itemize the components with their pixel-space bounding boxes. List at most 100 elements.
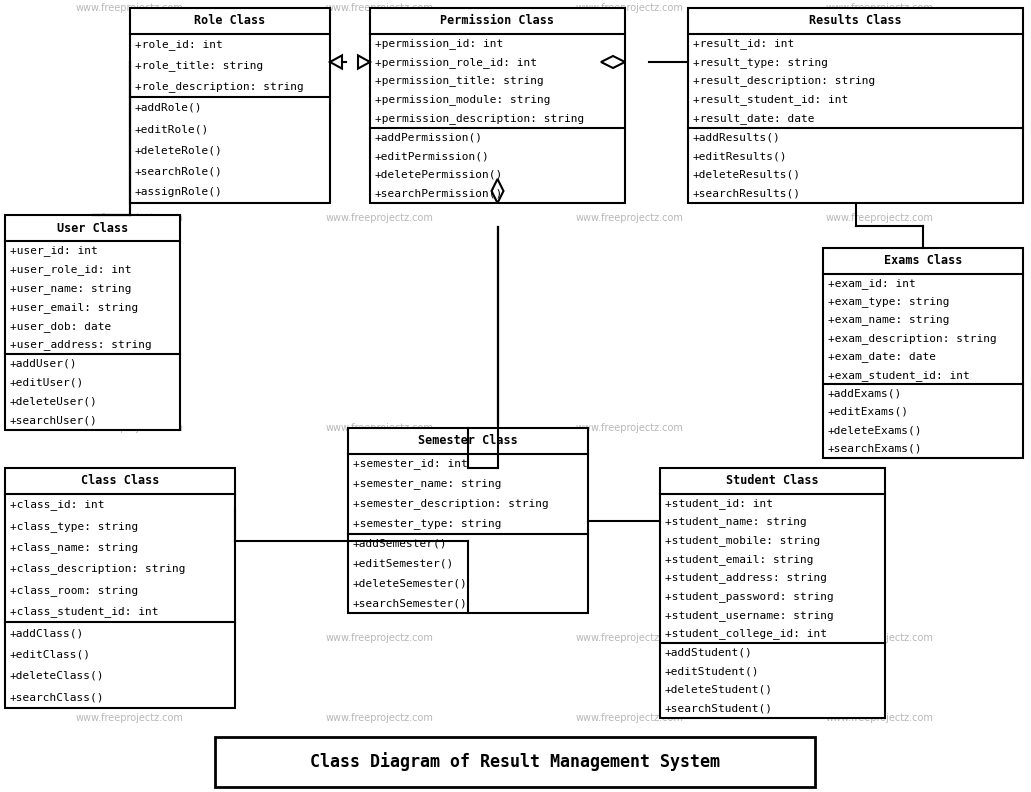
Text: +exam_id: int: +exam_id: int <box>828 278 916 288</box>
Text: +user_address: string: +user_address: string <box>10 340 152 350</box>
Text: Semester Class: Semester Class <box>419 435 518 447</box>
Text: +result_student_id: int: +result_student_id: int <box>693 94 849 105</box>
Text: +student_name: string: +student_name: string <box>665 516 806 527</box>
Text: www.freeprojectz.com: www.freeprojectz.com <box>326 213 434 223</box>
Text: +addResults(): +addResults() <box>693 132 780 143</box>
Text: www.freeprojectz.com: www.freeprojectz.com <box>76 713 184 723</box>
Text: www.freeprojectz.com: www.freeprojectz.com <box>576 633 684 643</box>
Text: +role_description: string: +role_description: string <box>135 82 304 92</box>
Text: www.freeprojectz.com: www.freeprojectz.com <box>326 633 434 643</box>
Text: +editExams(): +editExams() <box>828 407 909 417</box>
Text: +result_date: date: +result_date: date <box>693 113 814 124</box>
Text: www.freeprojectz.com: www.freeprojectz.com <box>826 213 934 223</box>
Text: +addStudent(): +addStudent() <box>665 648 753 657</box>
Text: +permission_module: string: +permission_module: string <box>375 94 551 105</box>
Text: +deleteUser(): +deleteUser() <box>10 397 98 406</box>
Text: +student_address: string: +student_address: string <box>665 573 827 584</box>
Text: +class_student_id: int: +class_student_id: int <box>10 606 159 617</box>
Text: +searchRole(): +searchRole() <box>135 166 223 177</box>
Text: +class_id: int: +class_id: int <box>10 499 104 510</box>
Text: +editResults(): +editResults() <box>693 151 788 161</box>
Text: +deleteExams(): +deleteExams() <box>828 425 923 436</box>
Text: www.freeprojectz.com: www.freeprojectz.com <box>76 213 184 223</box>
Text: +editUser(): +editUser() <box>10 378 85 388</box>
Text: Exams Class: Exams Class <box>884 254 962 268</box>
Text: +editClass(): +editClass() <box>10 649 91 660</box>
Text: +student_mobile: string: +student_mobile: string <box>665 535 821 546</box>
Text: +searchExams(): +searchExams() <box>828 444 923 454</box>
Text: +exam_student_id: int: +exam_student_id: int <box>828 370 970 381</box>
Text: +searchClass(): +searchClass() <box>10 692 104 703</box>
Text: +addClass(): +addClass() <box>10 628 85 638</box>
Text: +semester_name: string: +semester_name: string <box>353 478 501 489</box>
Text: www.freeprojectz.com: www.freeprojectz.com <box>576 423 684 433</box>
Text: +searchSemester(): +searchSemester() <box>353 598 468 608</box>
Bar <box>130 8 330 203</box>
Text: +student_password: string: +student_password: string <box>665 591 834 602</box>
Text: +class_type: string: +class_type: string <box>10 520 138 531</box>
Text: +deleteResults(): +deleteResults() <box>693 169 801 180</box>
Text: +addRole(): +addRole() <box>135 103 202 113</box>
Text: +user_name: string: +user_name: string <box>10 283 132 294</box>
Bar <box>370 8 625 203</box>
Text: +class_room: string: +class_room: string <box>10 584 138 596</box>
Bar <box>823 248 1023 458</box>
Text: +editRole(): +editRole() <box>135 124 209 134</box>
Text: Class Diagram of Result Management System: Class Diagram of Result Management Syste… <box>310 752 720 771</box>
Text: +deletePermission(): +deletePermission() <box>375 169 503 180</box>
Text: www.freeprojectz.com: www.freeprojectz.com <box>326 423 434 433</box>
Text: www.freeprojectz.com: www.freeprojectz.com <box>326 713 434 723</box>
Text: +result_description: string: +result_description: string <box>693 75 875 86</box>
Text: www.freeprojectz.com: www.freeprojectz.com <box>576 3 684 13</box>
Text: +student_username: string: +student_username: string <box>665 610 834 621</box>
Text: +addSemester(): +addSemester() <box>353 539 447 548</box>
Text: +result_id: int: +result_id: int <box>693 38 794 49</box>
Text: +permission_description: string: +permission_description: string <box>375 113 585 124</box>
Text: +searchPermission(): +searchPermission() <box>375 188 503 199</box>
Text: +student_id: int: +student_id: int <box>665 498 773 508</box>
Bar <box>348 428 588 613</box>
Text: www.freeprojectz.com: www.freeprojectz.com <box>76 633 184 643</box>
Text: User Class: User Class <box>57 222 128 234</box>
Bar <box>5 468 235 708</box>
Text: +semester_id: int: +semester_id: int <box>353 459 468 470</box>
Text: Results Class: Results Class <box>809 14 902 28</box>
Text: +class_description: string: +class_description: string <box>10 563 186 574</box>
Text: +semester_description: string: +semester_description: string <box>353 498 548 509</box>
Text: +permission_title: string: +permission_title: string <box>375 75 543 86</box>
Text: www.freeprojectz.com: www.freeprojectz.com <box>826 713 934 723</box>
Text: +editPermission(): +editPermission() <box>375 151 490 161</box>
Text: +exam_description: string: +exam_description: string <box>828 333 997 344</box>
Text: +user_id: int: +user_id: int <box>10 245 98 256</box>
Text: +addUser(): +addUser() <box>10 359 77 369</box>
Text: www.freeprojectz.com: www.freeprojectz.com <box>576 213 684 223</box>
Text: +role_id: int: +role_id: int <box>135 39 223 50</box>
Text: +user_role_id: int: +user_role_id: int <box>10 264 132 275</box>
Text: +student_college_id: int: +student_college_id: int <box>665 629 827 639</box>
Bar <box>5 215 180 430</box>
Text: +deleteRole(): +deleteRole() <box>135 145 223 155</box>
Text: Class Class: Class Class <box>80 474 159 488</box>
Text: +permission_role_id: int: +permission_role_id: int <box>375 57 537 67</box>
Bar <box>688 8 1023 203</box>
Text: +addPermission(): +addPermission() <box>375 132 483 143</box>
Text: Student Class: Student Class <box>726 474 819 488</box>
Text: www.freeprojectz.com: www.freeprojectz.com <box>76 423 184 433</box>
Text: +searchStudent(): +searchStudent() <box>665 703 773 714</box>
Text: +deleteClass(): +deleteClass() <box>10 671 104 681</box>
Text: +user_email: string: +user_email: string <box>10 302 138 313</box>
Text: +deleteSemester(): +deleteSemester() <box>353 578 468 588</box>
Text: +exam_name: string: +exam_name: string <box>828 314 950 326</box>
Text: +student_email: string: +student_email: string <box>665 554 813 565</box>
Text: www.freeprojectz.com: www.freeprojectz.com <box>826 3 934 13</box>
Text: www.freeprojectz.com: www.freeprojectz.com <box>576 713 684 723</box>
Text: +user_dob: date: +user_dob: date <box>10 321 111 332</box>
Text: +class_name: string: +class_name: string <box>10 542 138 553</box>
Text: www.freeprojectz.com: www.freeprojectz.com <box>826 423 934 433</box>
Bar <box>215 737 814 787</box>
Text: +addExams(): +addExams() <box>828 389 902 398</box>
Text: Role Class: Role Class <box>195 14 266 28</box>
Text: www.freeprojectz.com: www.freeprojectz.com <box>76 3 184 13</box>
Text: www.freeprojectz.com: www.freeprojectz.com <box>826 633 934 643</box>
Text: +role_title: string: +role_title: string <box>135 60 263 71</box>
